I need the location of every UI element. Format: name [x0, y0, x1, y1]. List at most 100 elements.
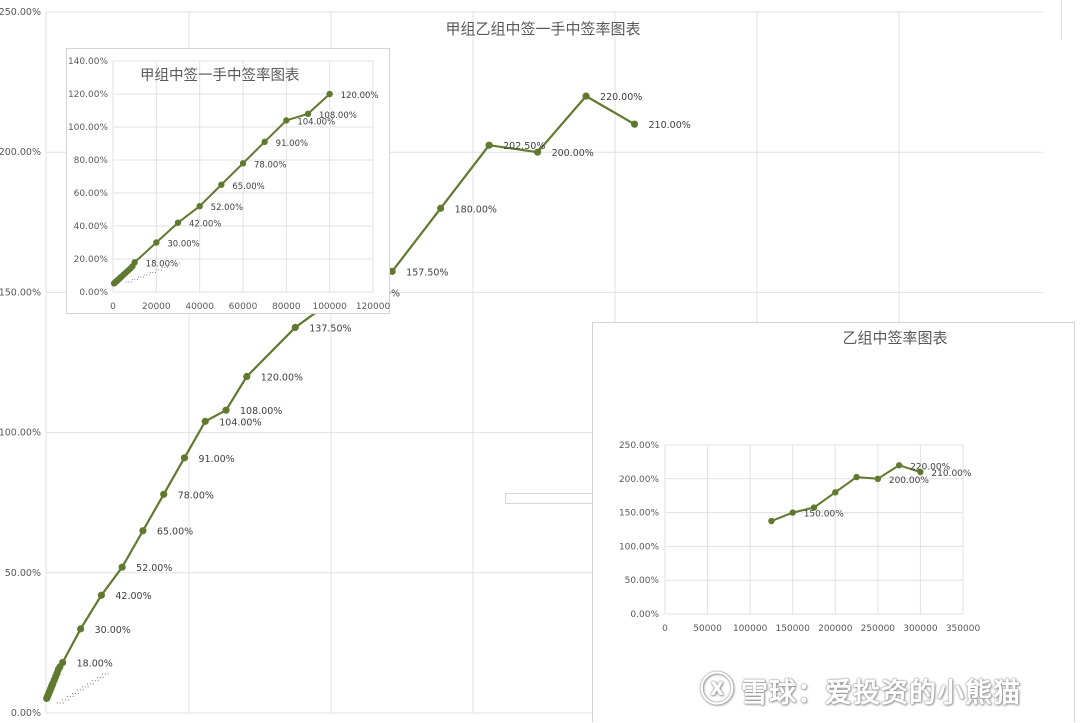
- main-data-label: 91.00%: [198, 454, 234, 465]
- group-b-data-point: [853, 473, 860, 481]
- main-overlap-label-mark: ···: [101, 670, 110, 680]
- group-a-y-tick-label: 0.00%: [79, 288, 108, 298]
- group-a-data-point: [239, 160, 247, 167]
- main-overlap-label-mark: ···: [66, 693, 75, 703]
- main-overlap-label-mark: ···: [91, 677, 100, 687]
- group-b-series-line: [771, 464, 921, 522]
- group-b-data-point: [832, 489, 839, 496]
- main-y-tick-label: 0.00%: [11, 708, 41, 719]
- group-a-data-point: [131, 259, 138, 266]
- main-data-label: 157.50%: [406, 267, 448, 278]
- main-y-tick-label: 150.00%: [0, 287, 41, 298]
- group-b-chart-panel[interactable]: 0 50000 100000 150000 200000 250000 300000 3500…: [592, 322, 1075, 722]
- main-data-point: [201, 417, 209, 425]
- group-b-x-tick-label: 150000: [776, 624, 811, 634]
- main-overlap-label-mark: ···: [86, 680, 95, 690]
- group-a-data-label: 18.00%: [146, 259, 178, 269]
- group-a-overlap-label-mark: ···: [173, 259, 181, 268]
- main-data-point: [77, 625, 85, 633]
- group-a-data-point: [283, 117, 290, 124]
- main-data-point: [180, 454, 189, 462]
- group-a-y-tick-label: 40.00%: [74, 222, 109, 232]
- main-data-point: [222, 406, 230, 414]
- group-a-x-tick-label: 20000: [142, 302, 171, 312]
- main-data-point: [59, 658, 67, 667]
- main-data-point: [485, 141, 493, 149]
- group-b-chart-title: 乙组中签率图表: [842, 329, 947, 347]
- group-a-data-point: [153, 239, 160, 246]
- main-overlap-label-mark: ···: [61, 696, 70, 706]
- group-a-x-tick-label: 0: [110, 302, 116, 312]
- main-data-label: 210.00%: [649, 120, 691, 131]
- main-overlap-label-mark: ···: [76, 686, 85, 696]
- group-b-data-point: [874, 475, 882, 482]
- main-data-label: 65.00%: [157, 527, 193, 538]
- group-b-data-label: 210.00%: [931, 469, 971, 479]
- group-b-y-tick-label: 150.00%: [619, 509, 659, 519]
- main-data-label: 202.50%: [503, 141, 545, 152]
- group-a-x-tick-label: 100000: [312, 302, 347, 312]
- main-chart-title: 甲组乙组中签一手中签率图表: [445, 20, 640, 38]
- main-data-label: 137.50%: [309, 323, 351, 334]
- group-a-overlap-label-mark: ···: [161, 264, 169, 273]
- group-b-x-tick-label: 50000: [693, 624, 722, 634]
- main-overlap-label-mark: ···: [56, 699, 65, 709]
- group-a-y-tick-label: 140.00%: [68, 57, 108, 67]
- main-data-point: [97, 591, 105, 599]
- watermark: ⓧ 雪球：爱投资的小熊猫: [700, 670, 1021, 710]
- main-data-label: 200.00%: [552, 148, 594, 159]
- group-a-y-tick-label: 80.00%: [74, 156, 109, 166]
- group-a-data-label: 52.00%: [211, 203, 243, 213]
- group-a-data-label: 78.00%: [254, 160, 286, 170]
- main-data-label: 120.00%: [261, 373, 303, 384]
- group-b-data-point: [895, 462, 903, 469]
- divider-line: [1061, 0, 1062, 40]
- group-a-chart-title: 甲组中签一手中签率图表: [140, 67, 300, 84]
- group-a-data-point: [261, 138, 268, 146]
- group-b-y-tick-label: 0.00%: [630, 610, 659, 620]
- main-data-point: [533, 148, 542, 156]
- main-overlap-label-mark: ···: [96, 673, 105, 683]
- group-b-chart: 0 50000 100000 150000 200000 250000 300000 3500…: [619, 329, 981, 634]
- group-b-y-tick-label: 100.00%: [619, 542, 659, 552]
- group-b-data-point: [917, 468, 924, 476]
- main-y-tick-label: 50.00%: [5, 568, 41, 579]
- main-data-point: [388, 267, 396, 275]
- group-a-overlap-label-mark: ···: [167, 261, 175, 270]
- main-data-point: [139, 527, 147, 535]
- group-a-overlap-label-mark: ···: [131, 276, 139, 285]
- main-data-point: [630, 120, 639, 128]
- group-a-x-tick-label: 40000: [185, 302, 214, 312]
- group-a-data-point: [218, 181, 225, 188]
- group-a-data-label: 120.00%: [341, 91, 379, 101]
- main-data-label: 18.00%: [77, 659, 113, 670]
- group-a-x-tick-label: 60000: [229, 302, 258, 312]
- group-a-data-label: 91.00%: [276, 139, 308, 149]
- group-b-data-point: [768, 517, 775, 525]
- main-data-point: [437, 204, 445, 212]
- group-b-y-tick-label: 250.00%: [619, 441, 659, 451]
- group-a-y-tick-label: 20.00%: [74, 255, 109, 265]
- main-data-point: [243, 372, 251, 381]
- group-a-data-point: [196, 203, 203, 210]
- main-data-label: 42.00%: [115, 591, 151, 602]
- group-b-x-tick-label: 200000: [818, 624, 853, 634]
- group-b-x-tick-label: 350000: [946, 624, 981, 634]
- main-data-point: [291, 323, 299, 332]
- group-a-overlap-label-mark: ···: [143, 271, 151, 280]
- main-y-tick-label: 100.00%: [0, 428, 41, 439]
- group-a-chart-panel[interactable]: 0 20000 40000 60000 80000 100000 120000 0.00% 20…: [66, 48, 390, 314]
- group-a-data-point: [174, 219, 182, 226]
- group-a-x-tick-label: 80000: [272, 302, 301, 312]
- watermark-text: 雪球：爱投资的小熊猫: [741, 677, 1021, 709]
- group-b-data-label: 220.00%: [910, 462, 950, 472]
- group-a-data-label: 104.00%: [297, 117, 335, 127]
- main-data-label: 220.00%: [600, 92, 642, 103]
- group-a-overlap-label-mark: ···: [155, 266, 163, 275]
- group-b-data-label: 150.00%: [804, 510, 844, 520]
- main-data-label: 30.00%: [95, 625, 131, 636]
- main-data-label: 52.00%: [136, 563, 172, 574]
- group-a-overlap-label-mark: ···: [137, 273, 145, 282]
- group-a-overlap-label-mark: ···: [125, 278, 133, 287]
- main-overlap-label-mark: ···: [71, 689, 80, 699]
